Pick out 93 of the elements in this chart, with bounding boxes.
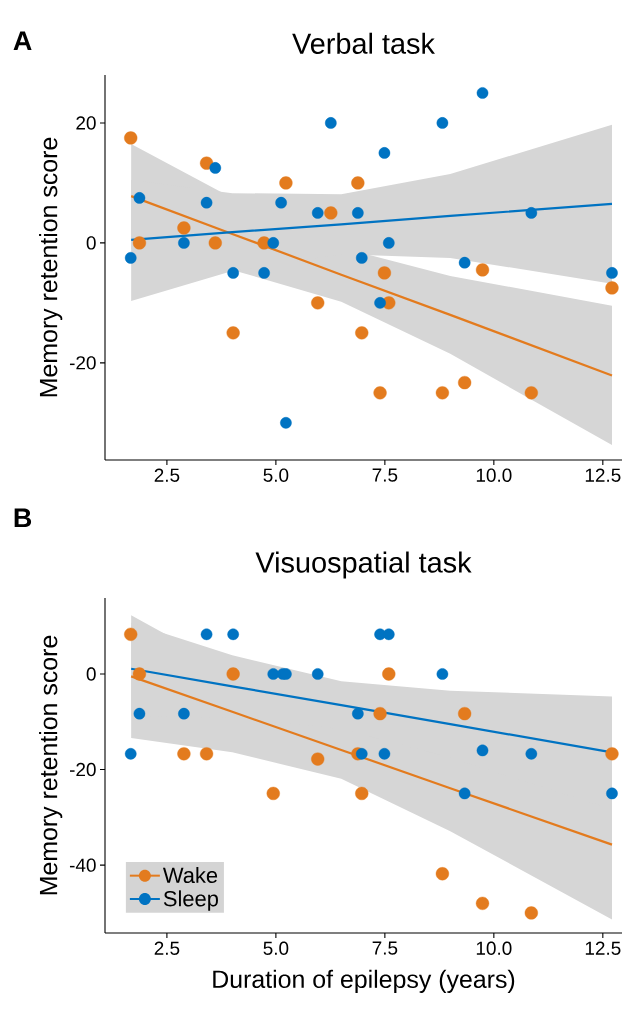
- point: [606, 267, 618, 279]
- point: [227, 267, 239, 279]
- text: B: [14, 508, 32, 528]
- point: [525, 747, 538, 760]
- point: [178, 707, 190, 720]
- point: [378, 147, 391, 159]
- point: [311, 668, 324, 680]
- point: [133, 707, 146, 720]
- point: [373, 386, 387, 400]
- point: [606, 787, 618, 800]
- point: [525, 207, 538, 219]
- point: [124, 252, 137, 264]
- point: [355, 786, 369, 801]
- chart-title: Visuospatial task: [255, 551, 472, 579]
- point: [275, 196, 287, 209]
- point: [124, 131, 138, 145]
- point: [200, 196, 213, 209]
- point: [524, 386, 538, 400]
- point: [199, 747, 214, 761]
- point: [435, 386, 449, 400]
- point: [382, 667, 396, 681]
- point: [436, 117, 449, 129]
- point: [325, 117, 337, 129]
- x-tick-label: 7.5: [372, 468, 398, 482]
- point: [458, 376, 472, 390]
- point: [436, 668, 449, 680]
- point: [124, 747, 137, 760]
- point: [524, 906, 538, 920]
- point: [132, 236, 147, 250]
- y-tick-label: -40: [69, 858, 96, 872]
- point: [124, 627, 138, 641]
- point: [177, 747, 191, 761]
- point: [475, 896, 490, 910]
- point: [374, 297, 386, 309]
- x-tick-label: 5.0: [263, 941, 289, 955]
- y-tick-label: 0: [86, 236, 96, 250]
- x-tick-label: 7.5: [372, 941, 398, 955]
- point: [458, 256, 471, 269]
- point: [200, 628, 213, 641]
- x-tick-label: 5.0: [263, 468, 289, 482]
- x-tick-label: 12.5: [585, 468, 621, 482]
- point: [280, 417, 292, 429]
- point: [458, 787, 471, 800]
- point: [605, 747, 619, 761]
- x-tick-label: 2.5: [154, 941, 180, 955]
- point: [279, 176, 293, 190]
- point: [605, 281, 619, 295]
- point: [311, 752, 325, 766]
- point: [311, 296, 325, 310]
- point: [227, 628, 239, 641]
- point: [178, 237, 190, 249]
- point: [352, 207, 364, 219]
- x-tick-label: 10.0: [476, 468, 512, 482]
- y-axis-title: Memory retention score: [39, 137, 63, 397]
- x-tick-label: 12.5: [585, 941, 621, 955]
- point: [132, 667, 147, 681]
- y-tick-label: -20: [69, 356, 96, 370]
- point: [266, 786, 280, 801]
- y-tick-label: -20: [69, 762, 96, 777]
- point: [355, 326, 369, 340]
- point: [133, 192, 146, 204]
- text: A: [13, 31, 32, 51]
- chart-title: Verbal task: [292, 32, 435, 54]
- point: [476, 744, 489, 757]
- legend-label: Sleep: [163, 890, 218, 911]
- x-tick-label: 2.5: [154, 468, 180, 482]
- point: [476, 87, 489, 99]
- point: [475, 263, 490, 277]
- point: [226, 326, 240, 340]
- point: [355, 252, 368, 264]
- point: [355, 747, 368, 760]
- point: [352, 707, 364, 720]
- point: [209, 162, 222, 174]
- y-tick-label: 0: [86, 667, 96, 681]
- point: [373, 707, 387, 721]
- x-tick-label: 10.0: [476, 941, 512, 955]
- x-axis-title: Duration of epilepsy (years): [213, 969, 515, 993]
- point: [177, 221, 191, 235]
- point: [258, 267, 270, 279]
- y-axis-title: Memory retention score: [39, 635, 63, 895]
- point: [377, 266, 392, 280]
- point: [382, 237, 395, 249]
- point: [324, 206, 338, 220]
- point: [267, 237, 280, 249]
- point: [226, 667, 240, 681]
- legend-label: Wake: [162, 866, 218, 884]
- y-tick-label: 20: [76, 116, 96, 130]
- point: [378, 747, 391, 760]
- point: [311, 207, 324, 219]
- point: [208, 236, 222, 250]
- point: [458, 707, 472, 721]
- point: [351, 176, 365, 190]
- point: [435, 867, 449, 881]
